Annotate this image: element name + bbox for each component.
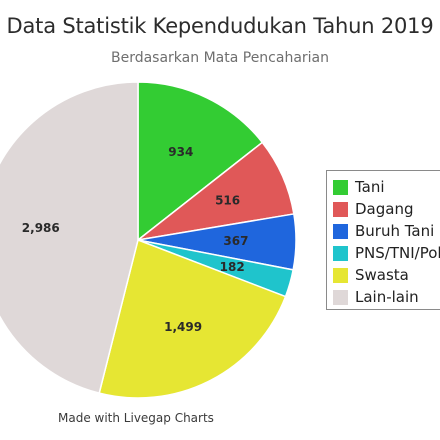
livegap-credit[interactable]: Made with Livegap Charts xyxy=(58,411,214,425)
legend-label-buruh-tani: Buruh Tani xyxy=(355,222,435,240)
legend-item-lain-lain[interactable]: Lain-lain xyxy=(333,286,440,308)
slice-value-label-pns-tni-polri: 182 xyxy=(220,260,245,274)
slice-value-label-tani: 934 xyxy=(168,145,193,159)
pie-slice-swasta[interactable] xyxy=(98,238,287,399)
chart-legend: Tani Dagang Buruh Tani PNS/TNI/Polri Swa… xyxy=(326,170,440,310)
legend-label-swasta: Swasta xyxy=(355,266,409,284)
legend-swatch-dagang xyxy=(333,201,348,217)
pie-slice-tani[interactable] xyxy=(137,81,264,242)
pie-slice-lain-lain[interactable] xyxy=(0,81,139,395)
slice-value-label-buruh-tani: 367 xyxy=(223,234,248,248)
legend-item-buruh-tani[interactable]: Buruh Tani xyxy=(333,220,440,242)
legend-swatch-buruh-tani xyxy=(333,223,348,239)
legend-swatch-pns-tni-polri xyxy=(333,245,348,261)
legend-label-lain-lain: Lain-lain xyxy=(355,288,419,306)
legend-label-pns-tni-polri: PNS/TNI/Polri xyxy=(355,244,440,262)
slice-value-label-lain-lain: 2,986 xyxy=(22,221,60,235)
slice-value-label-dagang: 516 xyxy=(215,193,240,207)
legend-swatch-lain-lain xyxy=(333,289,348,305)
legend-item-dagang[interactable]: Dagang xyxy=(333,198,440,220)
chart-title: Data Statistik Kependudukan Tahun 2019 xyxy=(6,14,434,38)
legend-item-pns-tni-polri[interactable]: PNS/TNI/Polri xyxy=(333,242,440,264)
legend-item-swasta[interactable]: Swasta xyxy=(333,264,440,286)
legend-label-tani: Tani xyxy=(355,178,385,196)
legend-swatch-swasta xyxy=(333,267,348,283)
slice-value-label-swasta: 1,499 xyxy=(164,320,202,334)
legend-label-dagang: Dagang xyxy=(355,200,414,218)
chart-subtitle: Berdasarkan Mata Pencaharian xyxy=(110,50,330,66)
legend-swatch-tani xyxy=(333,179,348,195)
legend-item-tani[interactable]: Tani xyxy=(333,176,440,198)
